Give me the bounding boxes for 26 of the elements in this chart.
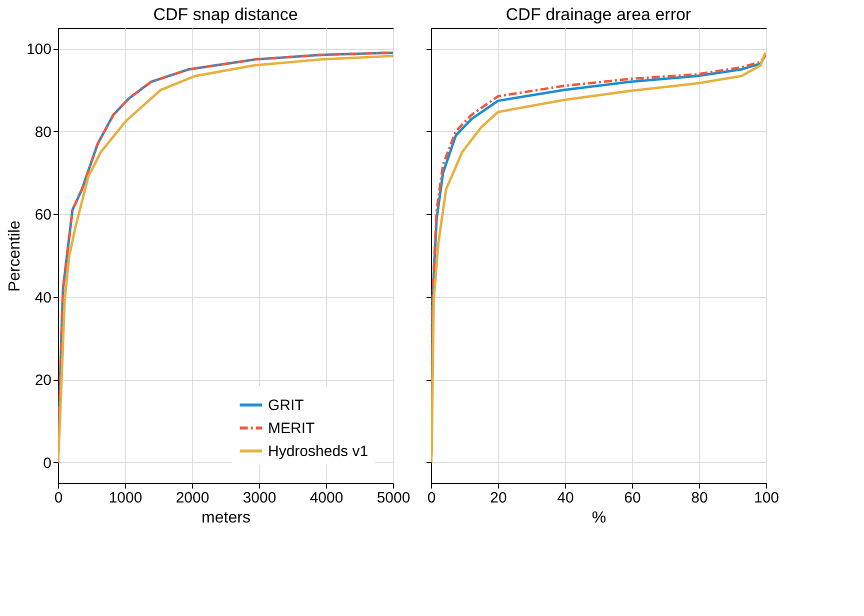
x-tick-label: 5000	[376, 490, 410, 506]
x-tick-label: 1000	[108, 490, 142, 506]
x-tick-label: 2000	[176, 490, 210, 506]
chart-title: CDF snap distance	[153, 5, 298, 24]
y-tick-label: 20	[34, 372, 52, 390]
x-axis-title: %	[592, 510, 606, 526]
legend-label: Hydrosheds v1	[268, 443, 368, 460]
y-tick-label: 60	[34, 206, 52, 224]
x-tick-label: 40	[557, 490, 574, 506]
y-tick-label: 80	[34, 124, 52, 141]
x-axis-title: meters	[202, 510, 250, 526]
x-tick-label: 20	[490, 490, 507, 506]
x-tick-label: 3000	[242, 490, 276, 506]
x-tick-label: 100	[754, 490, 780, 506]
x-tick-label: 0	[427, 490, 436, 506]
legend-label: MERIT	[268, 420, 315, 437]
y-tick-label: 0	[43, 454, 52, 472]
x-tick-label: 80	[691, 490, 708, 506]
legend-label: GRIT	[268, 397, 304, 414]
y-tick-label: 100	[26, 41, 52, 58]
chart-title: CDF drainage area error	[506, 5, 692, 24]
y-tick-label: 40	[34, 289, 52, 306]
x-tick-label: 0	[54, 490, 63, 506]
x-tick-label: 60	[624, 490, 641, 506]
y-axis-title: Percentile	[6, 220, 24, 292]
x-tick-label: 4000	[310, 490, 344, 506]
